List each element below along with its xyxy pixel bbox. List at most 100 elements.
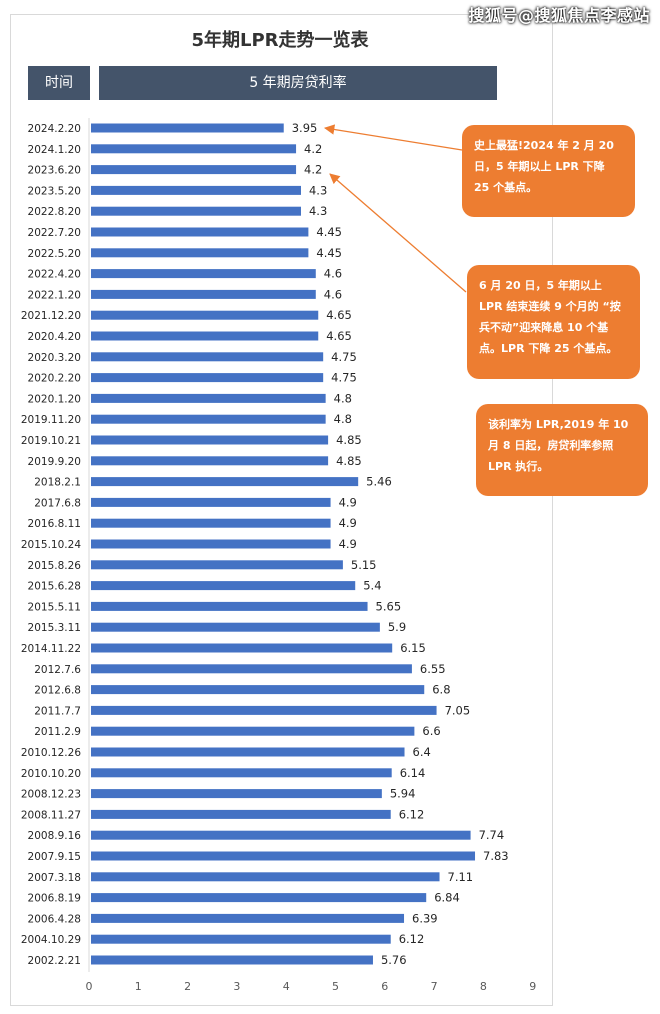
value-label: 3.95 [292,121,318,135]
value-label: 4.8 [334,412,352,426]
value-label: 6.12 [399,807,425,821]
category-label: 2023.6.20 [28,165,81,177]
category-label: 2020.3.20 [28,352,81,364]
category-label: 2022.7.20 [28,227,81,239]
category-label: 2011.2.9 [34,726,81,738]
bar [91,352,324,362]
bar [91,601,368,611]
category-label: 2024.1.20 [28,144,81,156]
bar [91,185,301,195]
bar [91,435,329,445]
value-label: 6.8 [432,683,450,697]
bar [91,123,284,133]
bar [91,165,297,175]
bar [91,373,324,383]
x-tick-label: 0 [86,980,93,993]
bar [91,955,373,965]
bar [91,206,301,216]
category-label: 2024.2.20 [28,123,81,135]
category-label: 2022.1.20 [28,289,81,301]
category-label: 2020.2.20 [28,373,81,385]
value-label: 5.65 [376,599,402,613]
value-label: 4.75 [331,371,357,385]
category-label: 2018.2.1 [34,477,81,489]
category-label: 2015.6.28 [28,581,81,593]
value-label: 4.65 [326,308,352,322]
value-label: 4.2 [304,163,322,177]
category-label: 2019.11.20 [21,414,81,426]
bar [91,269,316,279]
category-label: 2006.4.28 [28,913,81,925]
category-label: 2017.6.8 [34,497,81,509]
bar [91,830,471,840]
x-tick-label: 3 [233,980,240,993]
bar [91,851,476,861]
bar [91,789,382,799]
category-label: 2022.5.20 [28,248,81,260]
value-label: 4.65 [326,329,352,343]
bar [91,518,331,528]
x-tick-label: 1 [135,980,142,993]
x-tick-label: 6 [381,980,388,993]
category-label: 2019.9.20 [28,456,81,468]
bar [91,144,297,154]
bar [91,456,329,466]
category-label: 2008.9.16 [28,830,82,842]
x-tick-label: 4 [283,980,290,993]
bar [91,934,391,944]
bar [91,393,326,403]
value-label: 6.4 [413,745,431,759]
bar [91,477,359,487]
bar [91,809,391,819]
category-label: 2011.7.7 [34,705,81,717]
bar [91,560,343,570]
category-label: 2015.3.11 [28,622,81,634]
category-label: 2020.4.20 [28,331,81,343]
bar [91,913,405,923]
bar [91,227,309,237]
bar [91,310,319,320]
header-time: 时间 [28,66,90,100]
value-label: 5.15 [351,558,377,572]
value-label: 4.85 [336,433,362,447]
category-label: 2015.10.24 [21,539,81,551]
category-label: 2004.10.29 [21,934,81,946]
callout-arrow [329,173,467,293]
bar [91,497,331,507]
x-tick-label: 7 [431,980,438,993]
value-label: 5.9 [388,620,406,634]
category-label: 2015.8.26 [28,560,82,572]
callout-2024-cut: 史上最猛!2024 年 2 月 20 日，5 年期以上 LPR 下降 25 个基… [462,125,635,217]
bar [91,643,393,653]
category-label: 2007.9.15 [28,851,81,863]
category-label: 2007.3.18 [28,872,81,884]
value-label: 4.8 [334,391,352,405]
category-label: 2015.5.11 [28,601,81,613]
value-label: 7.74 [479,828,505,842]
x-tick-label: 8 [480,980,487,993]
value-label: 4.9 [339,495,357,509]
x-tick-label: 9 [529,980,536,993]
bar [91,685,425,695]
value-label: 4.45 [316,246,342,260]
callout-lpr-reform: 该利率为 LPR,2019 年 10 月 8 日起，房贷利率参照 LPR 执行。 [476,404,648,496]
bar [91,414,326,424]
category-label: 2020.1.20 [28,393,81,405]
value-label: 6.55 [420,662,446,676]
bar [91,248,309,258]
value-label: 6.6 [422,724,440,738]
header-rate: 5 年期房贷利率 [99,66,497,100]
value-label: 5.4 [363,579,381,593]
bar [91,726,415,736]
value-label: 4.45 [316,225,342,239]
category-label: 2023.5.20 [28,185,81,197]
callout-arrow [323,124,463,151]
value-label: 4.85 [336,454,362,468]
category-label: 2019.10.21 [21,435,81,447]
bar [91,664,412,674]
category-label: 2022.4.20 [28,269,81,281]
category-label: 2008.11.27 [21,809,81,821]
value-label: 6.14 [400,766,426,780]
value-label: 7.05 [445,703,471,717]
